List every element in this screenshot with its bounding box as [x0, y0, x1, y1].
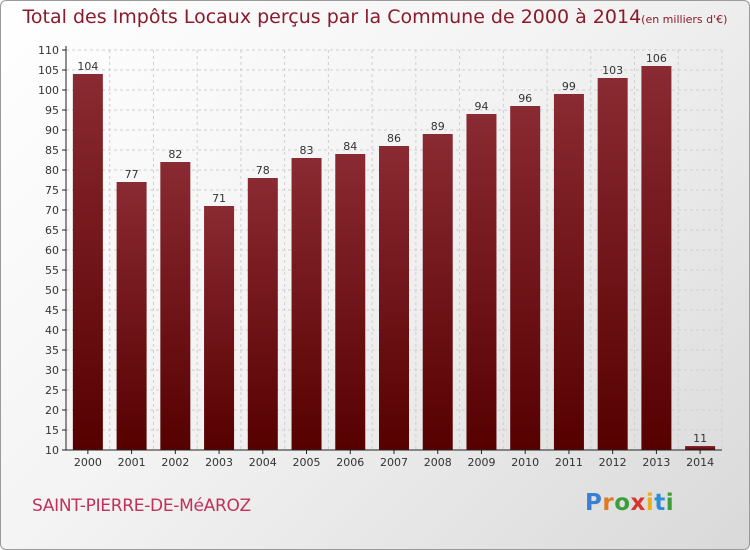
x-tick-label: 2004 — [249, 456, 277, 469]
y-tick-label: 55 — [45, 264, 59, 277]
y-tick-label: 10 — [45, 444, 59, 457]
y-tick-label: 20 — [45, 404, 59, 417]
bar-2010 — [510, 106, 541, 450]
x-tick-label: 2000 — [74, 456, 102, 469]
x-tick-label: 2005 — [293, 456, 321, 469]
y-tick-label: 60 — [45, 244, 59, 257]
y-tick-label: 35 — [45, 344, 59, 357]
x-tick-label: 2003 — [205, 456, 233, 469]
value-label: 84 — [343, 140, 357, 153]
bar-2001 — [116, 182, 147, 450]
bar-2002 — [160, 162, 191, 450]
value-label: 96 — [518, 92, 532, 105]
logo-letter: x — [630, 490, 646, 516]
bar-2013 — [641, 66, 672, 450]
commune-name: SAINT-PIERRE-DE-MéAROZ — [32, 496, 251, 516]
x-tick-label: 2013 — [642, 456, 670, 469]
axes — [62, 46, 722, 454]
y-tick-label: 100 — [38, 84, 59, 97]
y-tick-label: 45 — [45, 304, 59, 317]
y-tick-label: 70 — [45, 204, 59, 217]
value-label: 99 — [562, 80, 576, 93]
y-tick-label: 90 — [45, 124, 59, 137]
logo-letter: i — [645, 490, 655, 516]
chart-title-unit: (en milliers d'€) — [641, 13, 728, 26]
value-label: 94 — [474, 100, 488, 113]
value-label: 103 — [602, 64, 623, 77]
x-tick-label: 2001 — [118, 456, 146, 469]
value-label: 78 — [256, 164, 270, 177]
value-label: 104 — [77, 60, 98, 73]
value-label: 77 — [125, 168, 139, 181]
bar-2006 — [335, 154, 366, 450]
chart-title: Total des Impôts Locaux perçus par la Co… — [0, 6, 750, 28]
logo-letter: r — [602, 490, 615, 516]
x-tick-label: 2010 — [511, 456, 539, 469]
y-tick-label: 85 — [45, 144, 59, 157]
x-tick-label: 2002 — [161, 456, 189, 469]
chart-title-main: Total des Impôts Locaux perçus par la Co… — [22, 6, 642, 28]
bar-2007 — [379, 146, 409, 450]
bar-2009 — [466, 114, 497, 450]
y-tick-label: 110 — [38, 44, 59, 57]
value-label: 82 — [168, 148, 182, 161]
x-tick-label: 2014 — [686, 456, 714, 469]
y-tick-label: 30 — [45, 364, 59, 377]
value-label: 11 — [693, 432, 707, 445]
value-label: 83 — [300, 144, 314, 157]
y-tick-label: 95 — [45, 104, 59, 117]
x-tick-label: 2007 — [380, 456, 408, 469]
logo-letter: P — [585, 490, 603, 516]
value-label: 106 — [646, 52, 667, 65]
bars — [72, 66, 716, 450]
bar-2012 — [597, 78, 628, 450]
logo-letter: i — [665, 490, 675, 516]
x-tick-label: 2012 — [599, 456, 627, 469]
y-tick-label: 15 — [45, 424, 59, 437]
y-tick-label: 50 — [45, 284, 59, 297]
logo-letter: o — [614, 490, 631, 516]
y-tick-label: 105 — [38, 64, 59, 77]
value-label: 86 — [387, 132, 401, 145]
y-tick-label: 40 — [45, 324, 59, 337]
y-tick-label: 75 — [45, 184, 59, 197]
labels: 10 15 20 25 30 35 40 45 50 55 60 65 70 75 80 85 90 95 100 1… — [38, 44, 714, 469]
x-tick-label: 2006 — [336, 456, 364, 469]
bar-2004 — [247, 178, 278, 450]
bar-2000 — [72, 74, 103, 450]
y-tick-label: 65 — [45, 224, 59, 237]
proxiti-logo[interactable]: Proxiti — [585, 490, 674, 516]
bar-2011 — [553, 94, 584, 450]
x-tick-label: 2009 — [467, 456, 495, 469]
y-tick-label: 80 — [45, 164, 59, 177]
x-tick-label: 2011 — [555, 456, 583, 469]
x-tick-label: 2008 — [424, 456, 452, 469]
value-label: 71 — [212, 192, 226, 205]
y-tick-label: 25 — [45, 384, 59, 397]
bar-2008 — [422, 134, 453, 450]
bar-2014 — [685, 446, 716, 450]
bar-2003 — [204, 206, 235, 450]
value-label: 89 — [431, 120, 445, 133]
bar-2005 — [291, 158, 322, 450]
logo-letter: t — [654, 490, 666, 516]
